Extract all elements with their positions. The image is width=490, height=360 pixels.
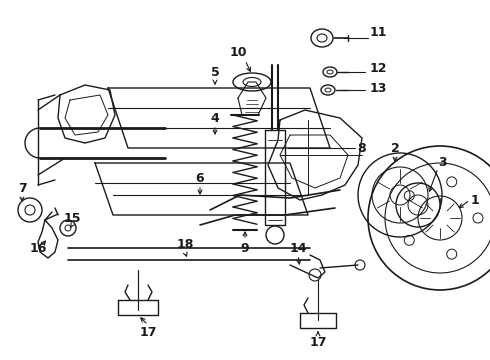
Text: 2: 2 (391, 141, 399, 154)
Text: 15: 15 (63, 211, 81, 225)
Text: 14: 14 (289, 242, 307, 255)
Text: 10: 10 (229, 45, 247, 58)
Text: 17: 17 (139, 325, 157, 338)
Text: 11: 11 (369, 26, 387, 39)
Text: 12: 12 (369, 62, 387, 75)
Text: 9: 9 (241, 242, 249, 255)
Text: 3: 3 (438, 156, 446, 168)
Text: 7: 7 (18, 181, 26, 194)
Text: 13: 13 (369, 81, 387, 94)
Text: 1: 1 (470, 194, 479, 207)
Text: 5: 5 (211, 66, 220, 78)
Text: 18: 18 (176, 238, 194, 252)
Text: 4: 4 (211, 112, 220, 125)
Text: 16: 16 (29, 242, 47, 255)
Text: 17: 17 (309, 336, 327, 348)
Text: 8: 8 (358, 141, 367, 154)
Text: 6: 6 (196, 171, 204, 184)
